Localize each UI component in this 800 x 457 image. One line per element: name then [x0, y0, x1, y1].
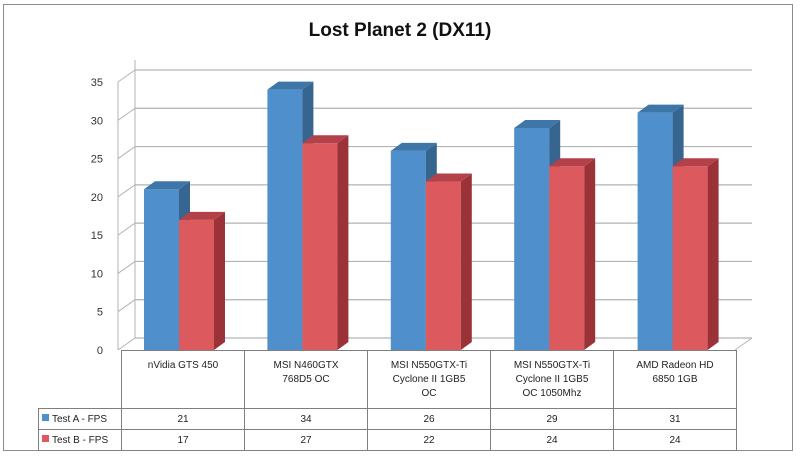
table-cell: 24: [490, 429, 614, 451]
bar-side-face: [707, 158, 719, 350]
bar-test-a: [514, 127, 550, 350]
table-cell: 26: [367, 408, 491, 430]
bar-test-a: [267, 89, 303, 351]
y-tick-label: 30: [91, 115, 103, 127]
bar-test-b: [425, 181, 461, 350]
series-b-name: Test B - FPS: [52, 434, 109, 446]
category-label: MSI N460GTX 768D5 OC: [244, 350, 368, 409]
legend-entry-series-a: Test A - FPS: [38, 408, 122, 430]
bar-top-face: [302, 135, 349, 144]
category-label: AMD Radeon HD 6850 1GB: [613, 350, 737, 409]
data-table-corner: [38, 350, 122, 409]
bar-test-a: [144, 189, 179, 350]
bar-side-face: [214, 211, 225, 350]
bar-side-face: [460, 173, 472, 350]
bar-top-face: [637, 104, 684, 113]
y-tick-label: 25: [91, 154, 103, 166]
side-wall-gridline: [117, 261, 136, 274]
y-tick-label: 20: [91, 192, 103, 204]
data-table-category-row: nVidia GTS 450 MSI N460GTX 768D5 OC MSI N…: [38, 350, 737, 409]
table-cell: 22: [367, 429, 491, 451]
table-cell: 27: [244, 429, 368, 451]
side-wall-gridline: [117, 222, 136, 236]
table-cell: 21: [121, 408, 245, 430]
y-tick-label: 15: [91, 230, 103, 242]
floor-edge: [734, 337, 753, 351]
data-table-row-series-b: Test B - FPS 17 27 22 24 24: [38, 429, 737, 451]
bar-top-face: [672, 158, 719, 167]
table-cell: 29: [490, 408, 614, 430]
y-tick-label: 10: [91, 268, 103, 280]
side-wall-gridline: [117, 146, 136, 159]
chart-title: Lost Planet 2 (DX11): [308, 20, 492, 41]
bar-test-b: [672, 166, 708, 350]
bar-side-face: [337, 135, 349, 350]
bar-side-face: [584, 158, 596, 350]
data-table: nVidia GTS 450 MSI N460GTX 768D5 OC MSI N…: [38, 350, 737, 451]
legend-swatch-blue: [42, 414, 49, 422]
bar-test-b: [549, 166, 585, 350]
data-table-row-series-a: Test A - FPS 21 34 26 29 31: [38, 408, 737, 430]
bar-test-a: [390, 150, 426, 350]
legend-swatch-red: [42, 435, 49, 443]
side-wall-gridline: [117, 184, 136, 198]
legend-entry-series-b: Test B - FPS: [38, 429, 122, 451]
bar-top-face: [144, 181, 190, 190]
side-wall-gridline: [117, 69, 136, 83]
bar-test-b: [179, 219, 214, 350]
bar-test-a: [637, 112, 673, 350]
bar-top-face: [179, 211, 225, 220]
category-label: MSI N550GTX-Ti Cyclone II 1GB5 OC 1050Mhz: [490, 350, 614, 409]
series-a-name: Test A - FPS: [52, 413, 108, 425]
table-cell: 17: [121, 429, 245, 451]
side-wall-gridline: [117, 107, 136, 121]
bar-top-face: [514, 119, 561, 128]
bar-top-face: [425, 173, 472, 182]
y-tick-label: 5: [97, 307, 103, 319]
side-wall-gridline: [117, 299, 136, 313]
table-cell: 31: [613, 408, 737, 430]
y-tick-label: 35: [91, 77, 103, 89]
bar-test-b: [302, 143, 338, 350]
bar-top-face: [267, 81, 314, 90]
table-cell: 34: [244, 408, 368, 430]
category-label: MSI N550GTX-Ti Cyclone II 1GB5 OC: [367, 350, 491, 409]
bar-top-face: [390, 142, 437, 151]
side-wall-gridline: [117, 337, 136, 351]
bar-top-face: [549, 158, 596, 167]
category-label: nVidia GTS 450: [121, 350, 245, 409]
table-cell: 24: [613, 429, 737, 451]
